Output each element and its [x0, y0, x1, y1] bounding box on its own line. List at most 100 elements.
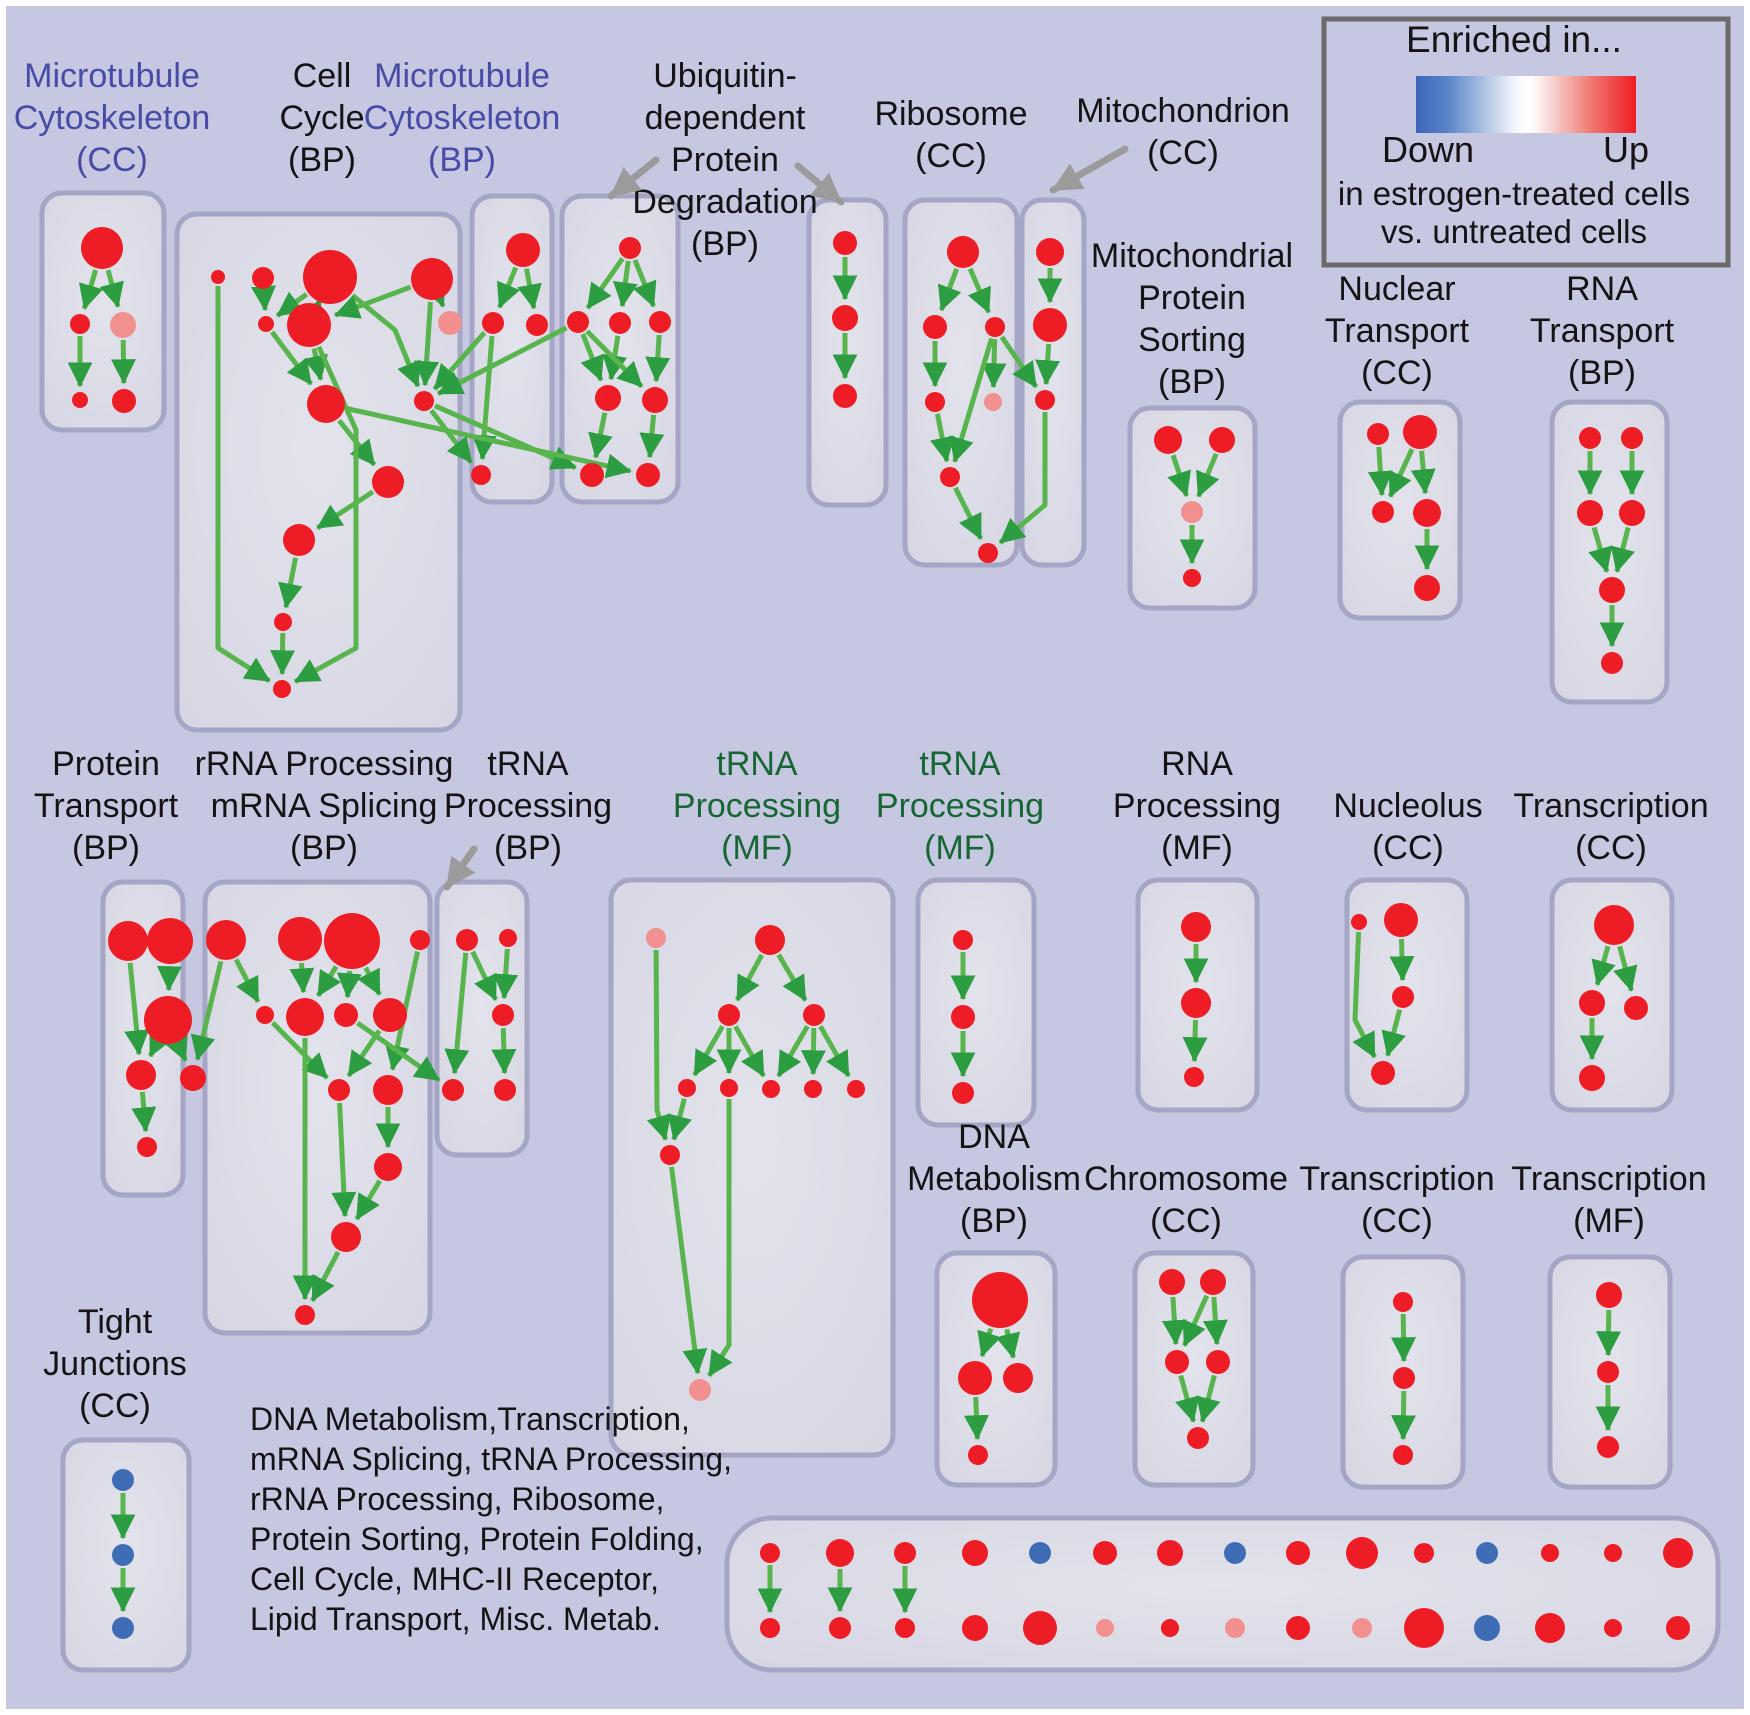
- gene-set-node-trna-mf-8: [847, 1080, 865, 1098]
- gene-set-node-pt-2: [144, 996, 192, 1044]
- gene-set-node-cell-cycle-2: [303, 250, 357, 304]
- callout-arrow-icon: [794, 162, 845, 206]
- edge-dna: [963, 1396, 989, 1441]
- edge-cell-cycle: [422, 279, 446, 308]
- cluster-label: Transcription (CC): [1299, 1160, 1494, 1240]
- gene-set-node-cell-cycle-12: [273, 680, 291, 698]
- gene-set-node-misc-16: [829, 1617, 851, 1639]
- cluster-box-trna-mf2: [915, 877, 1037, 1128]
- edge-tr-cc: [1613, 945, 1638, 992]
- gene-set-node-dna-3: [968, 1445, 988, 1465]
- gene-set-node-dna-1: [958, 1361, 992, 1395]
- gene-set-node-tr-mf-0: [1596, 1282, 1622, 1308]
- edge-rrna: [354, 1179, 382, 1221]
- layer-annotations: DNA Metabolism,Transcription, mRNA Splici…: [250, 16, 1731, 1637]
- edge-rrna: [331, 1102, 357, 1218]
- cluster-label: Transcription (MF): [1511, 1160, 1706, 1240]
- gene-set-node-misc-7: [1224, 1542, 1246, 1564]
- edge-mt-cc: [99, 269, 124, 308]
- gene-set-node-trna-bp-2: [492, 1004, 514, 1026]
- legend-colorbar: [1416, 76, 1636, 133]
- gene-set-node-sorting-3: [1183, 569, 1201, 587]
- gene-set-node-rnatrans-5: [1601, 652, 1623, 674]
- gene-set-node-mito-2: [1035, 390, 1055, 410]
- edge-pt: [131, 1091, 157, 1133]
- edge-cell-cycle: [270, 632, 296, 676]
- gene-set-node-misc-26: [1474, 1615, 1500, 1641]
- gene-set-node-ribosome-2: [985, 317, 1005, 337]
- gene-set-node-rrna-1: [278, 917, 322, 961]
- cluster-label: RNA Processing (MF): [1113, 745, 1281, 867]
- gene-set-node-misc-1: [826, 1539, 854, 1567]
- edge-tr-cc: [1591, 945, 1616, 986]
- gene-set-node-cell-cycle-4: [258, 316, 274, 332]
- gene-set-node-rna-proc-1: [1181, 988, 1211, 1018]
- gene-set-node-sorting-1: [1209, 427, 1235, 453]
- gene-set-node-rna-proc-0: [1181, 912, 1211, 942]
- edge-cell-cycle: [334, 284, 412, 319]
- gene-set-node-nucleolus-0: [1351, 914, 1367, 930]
- gene-set-node-trna-mf-2: [718, 1004, 740, 1026]
- gene-set-node-tr-mf-2: [1597, 1436, 1619, 1458]
- cluster-label: Chromosome (CC): [1084, 1160, 1288, 1240]
- legend-caption-line1: in estrogen-treated cells: [1338, 175, 1690, 212]
- gene-set-node-dna-2: [1003, 1363, 1033, 1393]
- gene-set-node-nuclear-4: [1414, 575, 1440, 601]
- gene-set-node-trna-mf-0: [646, 928, 666, 948]
- cluster-label: Ribosome (CC): [874, 95, 1027, 175]
- gene-set-node-trna-mf-4: [678, 1079, 696, 1097]
- gene-set-node-pt-3: [126, 1060, 156, 1090]
- gene-set-node-ubiq-6: [580, 463, 604, 487]
- gene-set-node-cell-cycle-7: [307, 385, 345, 423]
- gene-set-node-misc-25: [1404, 1608, 1444, 1648]
- gene-set-node-ubiq-2: [609, 312, 631, 334]
- cluster-label: Cell Cycle (BP): [279, 57, 364, 179]
- cluster-label: tRNA Processing (MF): [673, 745, 841, 867]
- edge-ubiq: [588, 412, 613, 459]
- gene-set-node-pt-0: [108, 921, 148, 961]
- gene-set-node-ribosome-4: [984, 393, 1002, 411]
- gene-set-node-mt-cc-2: [110, 312, 136, 338]
- gene-set-node-misc-29: [1666, 1616, 1690, 1640]
- gene-set-node-misc-24: [1352, 1618, 1372, 1638]
- gene-set-node-trna-bp-3: [442, 1079, 464, 1101]
- gene-set-node-pt-4: [180, 1065, 206, 1091]
- gene-set-node-rnatrans-1: [1621, 427, 1643, 449]
- gene-set-node-nuclear-0: [1367, 423, 1389, 445]
- gene-set-node-rnatrans-0: [1579, 427, 1601, 449]
- gene-set-node-mt-cc-1: [70, 314, 90, 334]
- edge-trna-mf: [776, 953, 808, 1002]
- edge-tr-cc2: [1390, 1313, 1416, 1363]
- gene-set-node-misc-13: [1604, 1544, 1622, 1562]
- gene-set-node-misc-11: [1476, 1542, 1498, 1564]
- edge-sorting: [1167, 454, 1191, 498]
- layer-labels: Microtubule Cytoskeleton (CC) Cell Cycle (BP)…: [14, 57, 1709, 1425]
- cluster-label: Nuclear Transport (CC): [1325, 270, 1470, 392]
- gene-set-node-mt-bp-2: [526, 314, 548, 336]
- edge-cell-cycle: [251, 285, 276, 312]
- gene-set-node-ubiq2-1: [832, 305, 858, 331]
- gene-set-node-cell-cycle-0: [211, 270, 225, 284]
- gene-set-node-pt-5: [137, 1137, 157, 1157]
- gene-set-node-cell-cycle-1: [252, 267, 274, 289]
- gene-set-node-chromosome-3: [1206, 1350, 1230, 1374]
- gene-set-node-tr-cc-1: [1579, 990, 1605, 1016]
- edge-ribosome: [981, 338, 1007, 389]
- gene-set-node-dna-0: [972, 1272, 1028, 1328]
- gene-set-node-cell-cycle-8: [414, 391, 434, 411]
- gene-set-node-ubiq-3: [649, 311, 671, 333]
- edge-nucleolus: [1381, 1008, 1406, 1057]
- edge-rrna: [336, 970, 362, 999]
- edge-tr-cc2: [1390, 1390, 1416, 1441]
- shared-terms-text: DNA Metabolism,Transcription, mRNA Splici…: [250, 1401, 732, 1637]
- gene-set-node-misc-22: [1225, 1618, 1245, 1638]
- gene-set-node-misc-14: [1663, 1538, 1693, 1568]
- edge-rrna: [233, 958, 261, 1003]
- gene-set-node-rnatrans-2: [1577, 500, 1603, 526]
- edge-pt: [124, 962, 150, 1056]
- edge-ubiq: [645, 334, 671, 383]
- edge-cell-cycle: [414, 301, 440, 387]
- gene-set-node-chromosome-1: [1200, 1269, 1226, 1295]
- gene-set-node-ubiq2-0: [833, 231, 857, 255]
